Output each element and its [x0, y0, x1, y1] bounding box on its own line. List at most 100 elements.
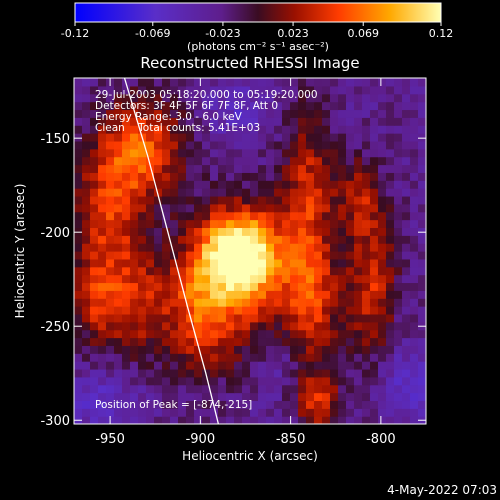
heatmap-cell	[234, 148, 243, 158]
heatmap-cell	[346, 368, 355, 378]
heatmap-cell	[370, 101, 379, 111]
heatmap-cell	[162, 93, 171, 103]
heatmap-cell	[226, 133, 235, 142]
heatmap-cell	[394, 125, 403, 134]
heatmap-cell	[322, 361, 331, 370]
heatmap-cell	[162, 133, 171, 142]
heatmap-cell	[186, 109, 195, 118]
heatmap-cell	[122, 408, 131, 417]
heatmap-cell	[74, 345, 83, 354]
heatmap-cell	[154, 266, 163, 276]
axis-ticks: -950 -900 -850 -800-300-250-200-150	[40, 78, 426, 447]
heatmap-cell	[218, 368, 227, 378]
heatmap-cell	[410, 408, 419, 417]
heatmap-cell	[362, 408, 371, 417]
heatmap-cell	[122, 219, 131, 229]
heatmap-cell	[402, 258, 411, 268]
heatmap-cell	[242, 133, 251, 142]
heatmap-cell	[290, 243, 299, 252]
heatmap-cell	[98, 125, 107, 134]
heatmap-cell	[290, 164, 299, 173]
heatmap-cell	[306, 321, 315, 331]
heatmap-cell	[122, 321, 131, 331]
heatmap-cell	[370, 298, 379, 307]
heatmap-cell	[266, 164, 275, 173]
heatmap-cell	[210, 251, 219, 260]
heatmap-cell	[378, 345, 387, 354]
heatmap-cell	[154, 172, 163, 181]
heatmap-cell	[330, 329, 339, 339]
heatmap-cell	[114, 85, 123, 95]
heatmap-cell	[178, 117, 187, 126]
heatmap-cell	[218, 400, 227, 409]
heatmap-cell	[114, 227, 123, 236]
heatmap-cell	[282, 368, 291, 378]
heatmap-cell	[322, 392, 331, 402]
heatmap-cell	[170, 117, 179, 126]
heatmap-cell	[314, 298, 323, 307]
heatmap-cell	[130, 384, 139, 394]
heatmap-cell	[402, 109, 411, 118]
heatmap-cell	[258, 392, 267, 402]
heatmap-cell	[346, 251, 355, 260]
heatmap-cell	[194, 290, 203, 299]
heatmap-cell	[234, 109, 243, 118]
heatmap-cell	[306, 219, 315, 229]
heatmap-cell	[402, 416, 411, 424]
heatmap-cell	[234, 211, 243, 221]
heatmap-cell	[82, 211, 91, 221]
heatmap-cell	[74, 211, 83, 221]
heatmap-cell	[370, 313, 379, 323]
heatmap-cell	[346, 298, 355, 307]
heatmap-cell	[410, 251, 419, 260]
heatmap-cell	[234, 235, 243, 244]
heatmap-cell	[266, 361, 275, 370]
heatmap-cell	[266, 211, 275, 221]
heatmap-cell	[330, 203, 339, 213]
heatmap-cell	[74, 101, 83, 111]
heatmap-cell	[74, 290, 83, 299]
heatmap-cell	[258, 306, 267, 315]
heatmap-cell	[386, 408, 395, 417]
heatmap-cell	[178, 306, 187, 315]
heatmap-cell	[266, 243, 275, 252]
heatmap-cell	[354, 93, 363, 103]
heatmap-cell	[258, 243, 267, 252]
heatmap-cell	[210, 180, 219, 189]
heatmap-cell	[202, 282, 211, 291]
heatmap-cell	[354, 78, 363, 87]
heatmap-cell	[402, 219, 411, 229]
heatmap-cell	[114, 125, 123, 134]
heatmap-cell	[370, 219, 379, 229]
heatmap-cell	[106, 219, 115, 229]
heatmap-cell	[138, 306, 147, 315]
heatmap-cell	[322, 282, 331, 291]
heatmap-cell	[322, 156, 331, 166]
heatmap-cell	[378, 133, 387, 142]
heatmap-cell	[378, 211, 387, 221]
heatmap-cell	[202, 306, 211, 315]
heatmap-cell	[250, 290, 259, 299]
heatmap-cell	[266, 392, 275, 402]
heatmap-cell	[114, 274, 123, 284]
heatmap-cell	[322, 337, 331, 346]
heatmap-cell	[298, 235, 307, 244]
heatmap-cell	[322, 188, 331, 197]
heatmap-cell	[362, 361, 371, 370]
heatmap-cell	[282, 188, 291, 197]
heatmap-cell	[242, 195, 251, 205]
heatmap-cell	[258, 203, 267, 213]
heatmap-cell	[226, 140, 235, 150]
heatmap-cell	[74, 164, 83, 173]
heatmap-cell	[194, 384, 203, 394]
heatmap-cell	[290, 211, 299, 221]
heatmap-cell	[378, 125, 387, 134]
heatmap-cell	[346, 188, 355, 197]
heatmap-cell	[170, 321, 179, 331]
heatmap-cell	[130, 361, 139, 370]
heatmap-cell	[186, 164, 195, 173]
heatmap-cell	[154, 353, 163, 362]
heatmap-cell	[178, 368, 187, 378]
heatmap-cell	[322, 376, 331, 386]
heatmap-cell	[410, 148, 419, 158]
